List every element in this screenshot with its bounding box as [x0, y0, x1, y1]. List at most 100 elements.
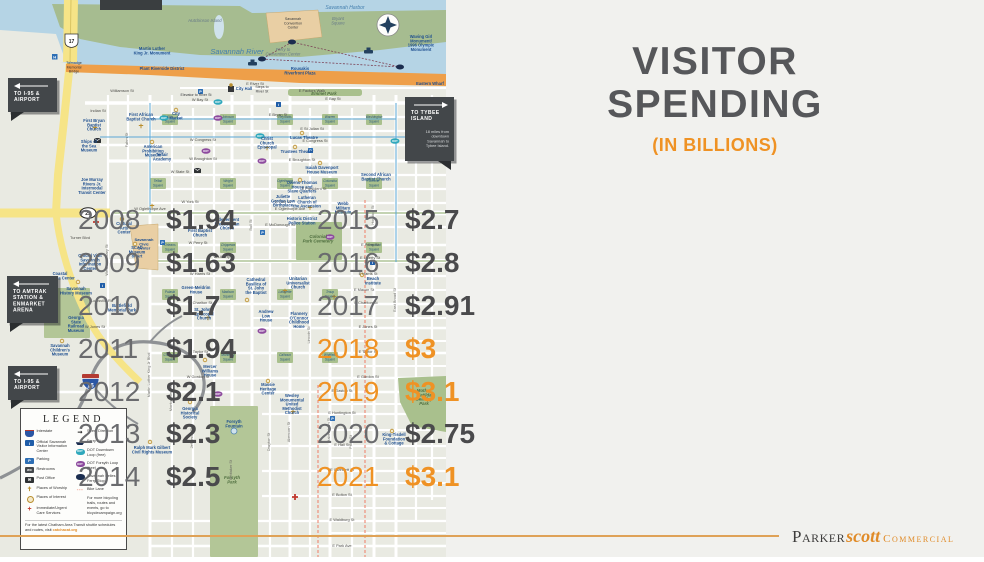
spending-year: 2021: [317, 461, 380, 493]
svg-text:DOT: DOT: [215, 392, 221, 396]
map-label: Wesley Monumental United Methodist Church: [280, 393, 304, 415]
map-label: East Broad St: [392, 287, 397, 312]
map-label: Wright Square: [223, 179, 234, 187]
map-label: Chippewa Square: [221, 243, 235, 251]
svg-text:DOT: DOT: [392, 139, 398, 143]
svg-text:ENMARKET: ENMARKET: [13, 301, 46, 307]
map-label: Elevator to River St: [181, 93, 212, 97]
spending-value: $2.3: [166, 418, 221, 450]
legend-footnote: For the latest Chatham Area Transit shut…: [25, 519, 122, 533]
svg-text:P: P: [161, 241, 164, 245]
map-label: Webb Military Museum: [335, 201, 352, 215]
svg-text:P: P: [331, 417, 334, 421]
legend-item-label: Bike Lane: [87, 486, 104, 491]
map-label: Savannah Children's Museum: [50, 343, 71, 357]
map-label: E Liberty St: [360, 255, 381, 260]
map-label: E McDonough St: [265, 222, 295, 227]
spending-value: $2.7: [405, 204, 460, 236]
bridge-line: [69, 0, 72, 63]
map-label: Ferry to Convention Center: [266, 47, 302, 56]
map-label: Greene Square: [369, 179, 380, 187]
legend-right-column: ➞ Street Direction Ferry Stop DOT DOT Downto…: [75, 429, 123, 519]
map-label: W Jones St: [85, 324, 106, 329]
map-label: E Waldburg St: [330, 517, 356, 522]
legend-item: DOT DOT Forsyth Loop (free): [75, 461, 123, 471]
legend-item: DOT DOT Downtown Loop (free): [75, 448, 123, 458]
map-label: Ralph Mark Gilbert Civil Rights Museum: [132, 445, 173, 454]
svg-text:i: i: [278, 103, 280, 107]
map-label: W Liberty St: [213, 254, 235, 259]
map-label: Georgia Historical Society: [181, 406, 200, 420]
map-label: Whitfield Square: [324, 353, 336, 361]
map-label: Unitarian Universalist Church: [286, 276, 310, 290]
map-label: E Broughton St: [289, 157, 316, 162]
legend-item-label: Street Direction: [87, 429, 114, 433]
map-label: St. John's Episcopal Church: [194, 307, 214, 321]
top-sign-fragment: [100, 0, 162, 10]
svg-text:DOT: DOT: [215, 116, 221, 120]
legend-footnote-link: catchacat.org: [52, 527, 78, 532]
legend-item: For more bicycling trails, routes and ev…: [76, 496, 123, 516]
dot-teal-icon: DOT: [75, 448, 85, 455]
legend-left-column: Interstate i Official Savannah Visitor Inf…: [25, 429, 72, 519]
map-label: E President St: [302, 186, 328, 191]
beasley-park: [398, 376, 446, 432]
map-label: Oglethorpe Square: [277, 179, 293, 187]
svg-text:16: 16: [87, 384, 94, 390]
map-label: First African Baptist Church: [126, 112, 156, 121]
dot-purple-icon: DOT: [75, 461, 85, 468]
map-label: Georgia State Railroad Museum: [68, 315, 85, 333]
legend-item: + Immediate/Urgent Care Services: [25, 506, 72, 516]
belles-icon: [75, 474, 85, 481]
page-title-line2: SPENDING: [607, 83, 823, 126]
convention-center-building: [265, 9, 323, 44]
spending-value: $1.63: [166, 247, 237, 279]
map-label: Eastern Wharf: [416, 81, 444, 86]
page-subtitle: (IN BILLIONS): [652, 135, 778, 155]
legend-item-label: Places of Worship: [36, 485, 68, 490]
footer-rule: [0, 535, 779, 537]
map-label: W Perry St: [189, 240, 209, 245]
map-icons: P P P P Pi i i DOT DOT DOT DOT DOT DOT DOT DOT DOT DOT: [59, 89, 400, 500]
svg-text:AIRPORT: AIRPORT: [14, 97, 40, 103]
hospital-icon: H: [52, 54, 58, 60]
map-label: Steps to River St: [255, 85, 268, 93]
map-label: Forsyth Park: [224, 475, 240, 484]
spending-row: 2009 $1.63: [78, 242, 236, 285]
map-label: Lucas Theatre: [290, 135, 318, 140]
legend-item-label: DOT Downtown Loop (free): [87, 448, 114, 457]
map-label: W State St: [171, 169, 191, 174]
map-label: E Charlton St: [354, 300, 378, 305]
map-label: Ships of the Sea Museum: [81, 139, 98, 153]
spending-year: 2012: [78, 375, 141, 407]
map-label: Waving Girl Monument/1996 Olympic Monument: [408, 34, 435, 52]
svg-text:TO AMTRAK: TO AMTRAK: [13, 289, 47, 295]
spending-row: 2021 $3.1: [317, 456, 475, 499]
map-label: Savannah Harbor: [325, 5, 365, 11]
map-label: E Bay St: [325, 96, 341, 101]
svg-text:TO I-95 &: TO I-95 &: [14, 91, 40, 97]
map-label: Telfair Academy: [153, 152, 172, 161]
map-label: Troup Square: [325, 290, 336, 298]
legend-item-label: Savannah Belles Ferry Stop: [87, 473, 116, 483]
map-label: Beach Institute: [365, 276, 382, 285]
map-label: Andrew Low House: [258, 309, 274, 323]
spending-year: 2019: [317, 375, 380, 407]
brand-script: scott: [846, 526, 881, 546]
map-label: Crawford Square: [368, 243, 381, 251]
spending-row: 2011 $1.94: [78, 327, 236, 370]
legend-item-label: Immediate/Urgent Care Services: [36, 505, 67, 515]
svg-text:ISLAND: ISLAND: [411, 116, 432, 122]
map-label: Mother Matilda Beasley Park: [416, 388, 433, 406]
map-label: Historic District Police Station: [287, 216, 318, 225]
colonial-park-cemetery: [296, 222, 342, 260]
svg-text:Tybee Island.: Tybee Island.: [426, 143, 449, 148]
content-panel: VISITOR SPENDING (IN BILLIONS): [446, 0, 984, 557]
emmet-park: [288, 89, 362, 96]
route-shields: 17 25 16: [64, 33, 100, 391]
city-hall-icon: [228, 83, 234, 92]
map-label: Reynolds Square: [278, 115, 292, 123]
